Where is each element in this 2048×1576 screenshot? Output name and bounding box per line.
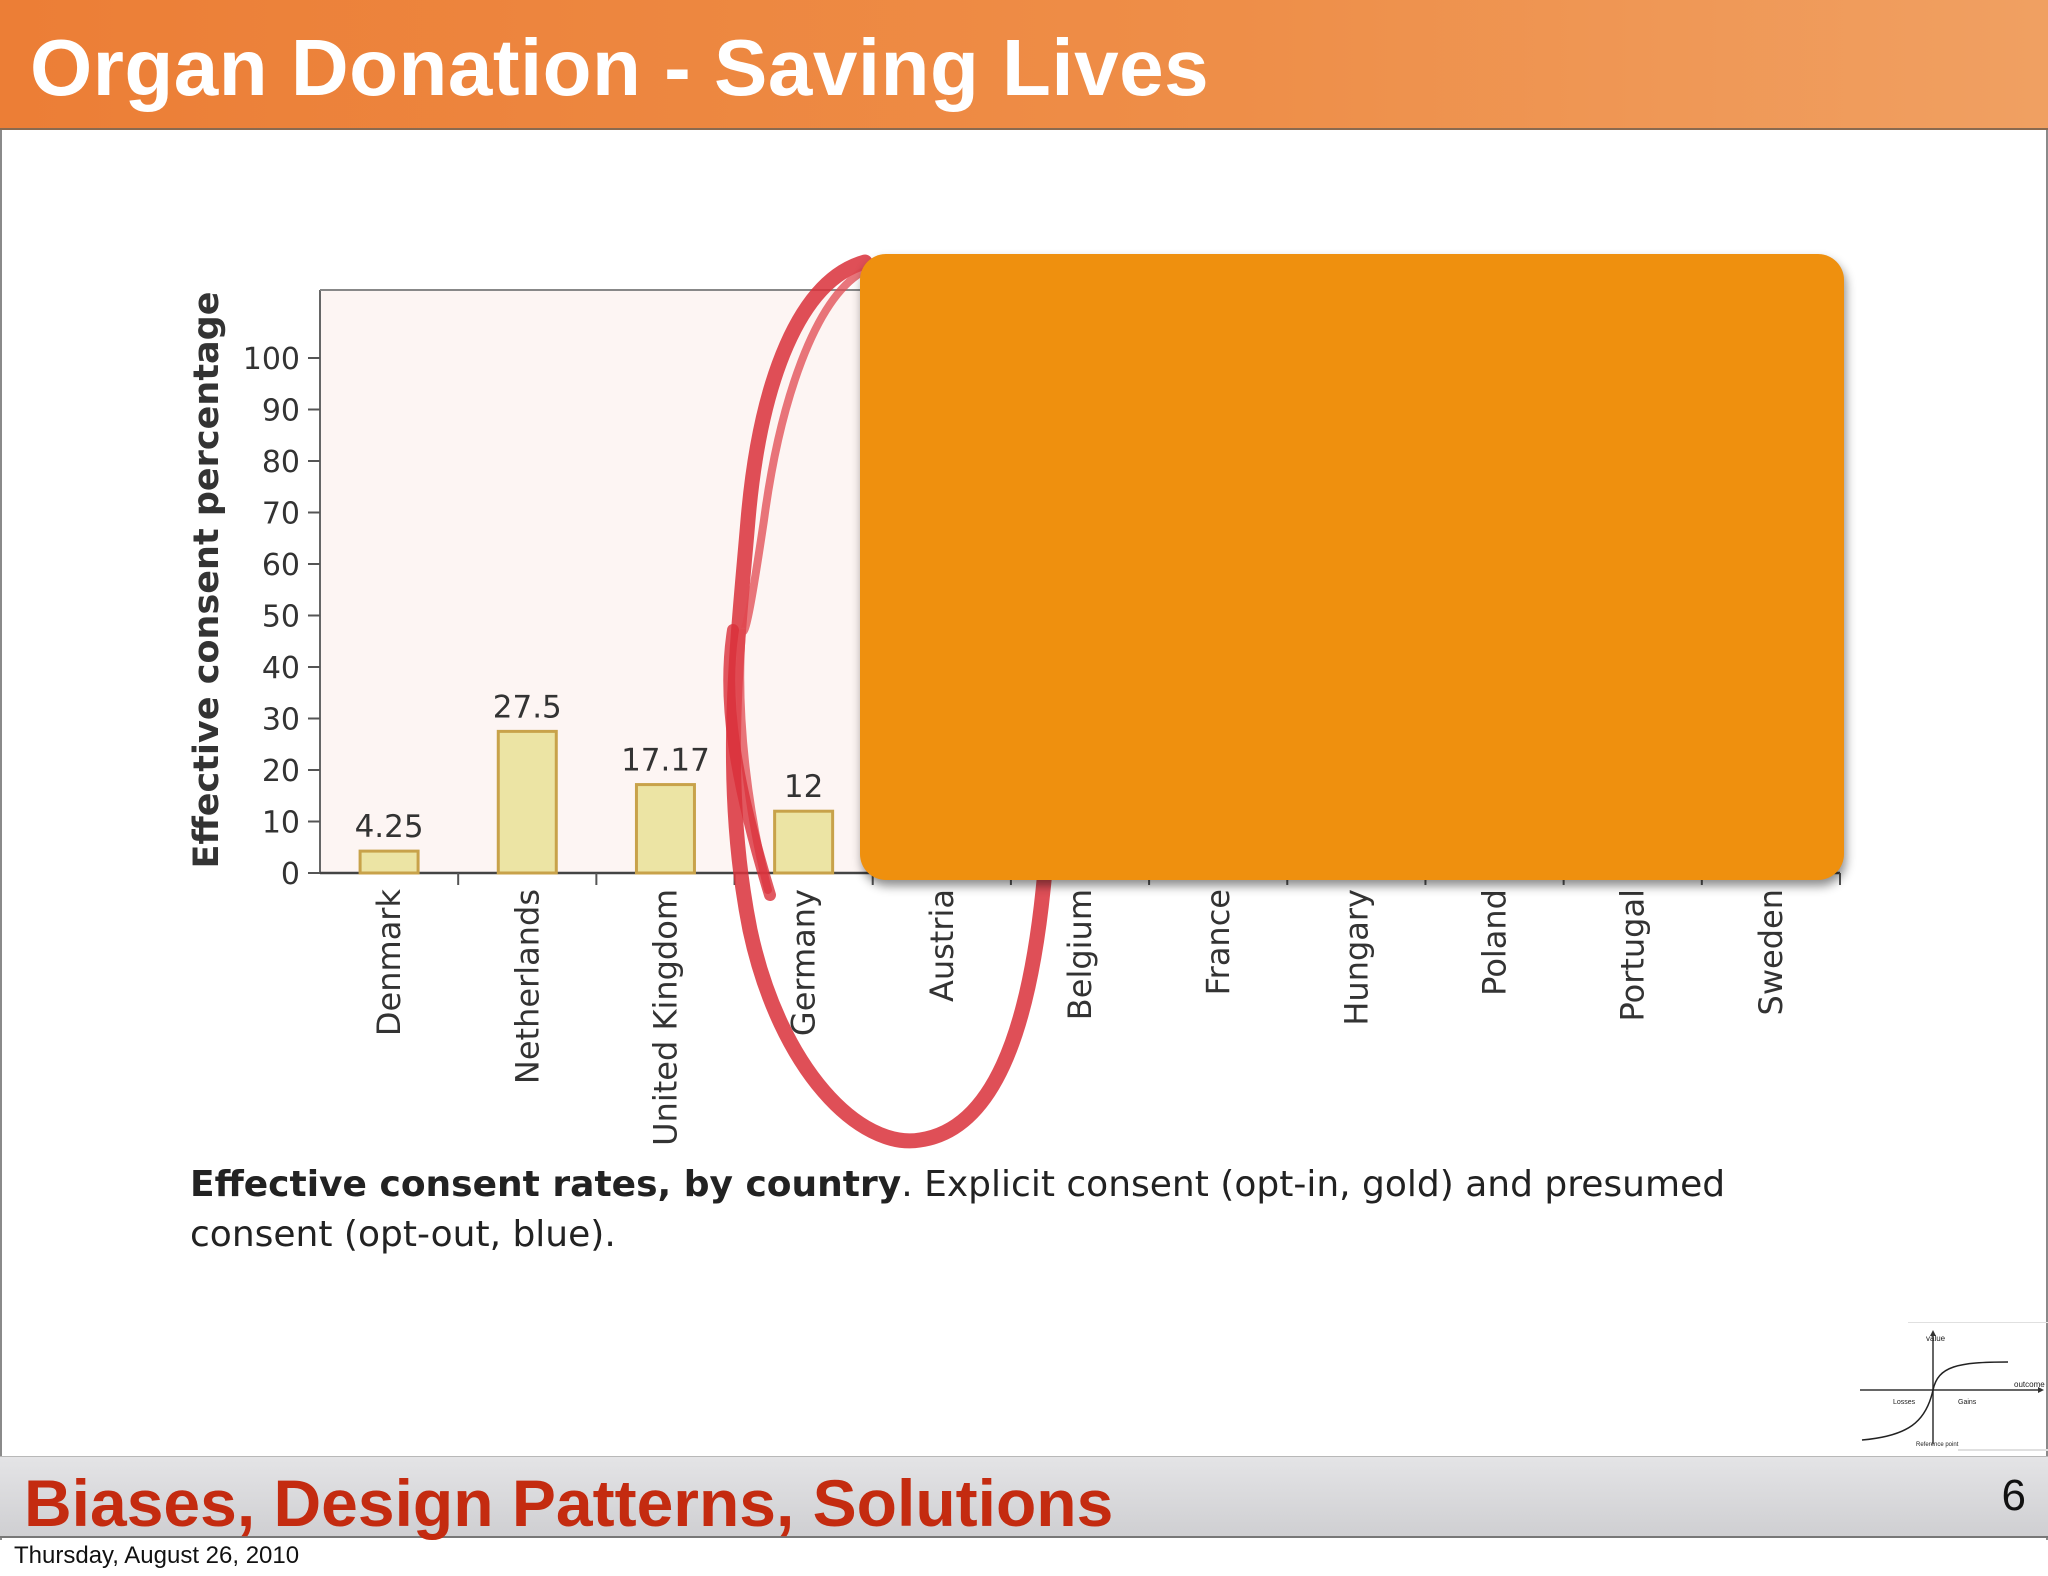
- y-tick-label: 90: [262, 394, 300, 429]
- page-number: 6: [2001, 1471, 2026, 1520]
- x-tick-label: Hungary: [1337, 889, 1375, 1026]
- data-label: 17.17: [621, 743, 710, 779]
- x-tick-label: Portugal: [1614, 889, 1652, 1022]
- red-hook: [723, 624, 776, 901]
- x-tick-label: Sweden: [1752, 889, 1790, 1015]
- y-tick-label: 0: [281, 857, 300, 892]
- mini-graph-x-arrow: [2038, 1387, 2044, 1393]
- y-ticks: 0 10 20 30 40 50 60 70 80 90 100: [243, 342, 320, 892]
- mini-graph-gains-label: Gains: [1958, 1399, 1977, 1406]
- footer-bar: Biases, Design Patterns, Solutions 6: [0, 1456, 2048, 1540]
- y-tick-label: 50: [262, 600, 300, 635]
- y-axis-title-group: Effective consent percentage: [187, 292, 227, 869]
- header-bar: Organ Donation - Saving Lives: [0, 0, 2048, 130]
- x-tick-labels: Denmark Netherlands United Kingdom Germany A…: [370, 889, 1790, 1146]
- red-loop-outer: [725, 254, 1053, 1149]
- y-tick-label: 40: [262, 651, 300, 686]
- bar: [358, 849, 420, 875]
- bar: [773, 809, 835, 875]
- x-tick-label: Austria: [923, 889, 961, 1002]
- y-tick-label: 100: [243, 342, 300, 377]
- value-function-thumbnail: value outcome Losses Gains Reference poi…: [1860, 1322, 2048, 1451]
- mini-graph-value-label: value: [1926, 1334, 1946, 1343]
- mini-graph-outcome-label: outcome: [2014, 1380, 2045, 1389]
- y-tick-label: 20: [262, 754, 300, 789]
- x-tick-label: Denmark: [370, 889, 408, 1037]
- mini-graph-reference-label: Reference point: [1916, 1442, 1959, 1448]
- bar: [634, 783, 696, 875]
- data-label: 12: [784, 769, 823, 805]
- y-axis-title: Effective consent percentage: [187, 292, 227, 869]
- caption-bold: Effective consent rates, by country: [190, 1164, 902, 1205]
- data-label: 4.25: [355, 809, 424, 845]
- slide-frame-left: [0, 130, 2, 1540]
- y-tick-label: 80: [262, 445, 300, 480]
- mini-graph-y-arrow: [1930, 1330, 1936, 1336]
- slide-title: Organ Donation - Saving Lives: [30, 23, 1210, 112]
- y-tick-label: 10: [262, 806, 300, 841]
- date-stamp: Thursday, August 26, 2010: [14, 1542, 300, 1569]
- chart-caption: Effective consent rates, by country. Exp…: [190, 1160, 1870, 1260]
- mini-graph-losses-label: Losses: [1893, 1399, 1916, 1406]
- x-tick-label: Germany: [785, 889, 823, 1036]
- y-tick-label: 70: [262, 497, 300, 532]
- mini-graph-curve: [1861, 1361, 2009, 1441]
- red-loop-inner: [736, 268, 866, 894]
- slide-frame-right: [2046, 130, 2048, 1540]
- caption-rest: . Explicit consent (opt-in, gold) and pr…: [190, 1164, 1726, 1255]
- red-circle-annotation: [723, 254, 1053, 1149]
- x-tick-label: Poland: [1476, 889, 1514, 996]
- orange-overlay-box: [860, 254, 1844, 880]
- x-tick-label: France: [1199, 889, 1237, 995]
- x-tick-label: Netherlands: [508, 889, 546, 1084]
- bars: 4.25 27.5 17.17 12: [355, 689, 835, 875]
- y-tick-label: 30: [262, 703, 300, 738]
- data-label: 27.5: [493, 689, 562, 725]
- x-tick-label: Belgium: [1061, 889, 1099, 1020]
- x-tick-label: United Kingdom: [646, 889, 684, 1146]
- footer-title: Biases, Design Patterns, Solutions: [24, 1466, 1114, 1540]
- bar: [496, 729, 558, 875]
- y-tick-label: 60: [262, 548, 300, 583]
